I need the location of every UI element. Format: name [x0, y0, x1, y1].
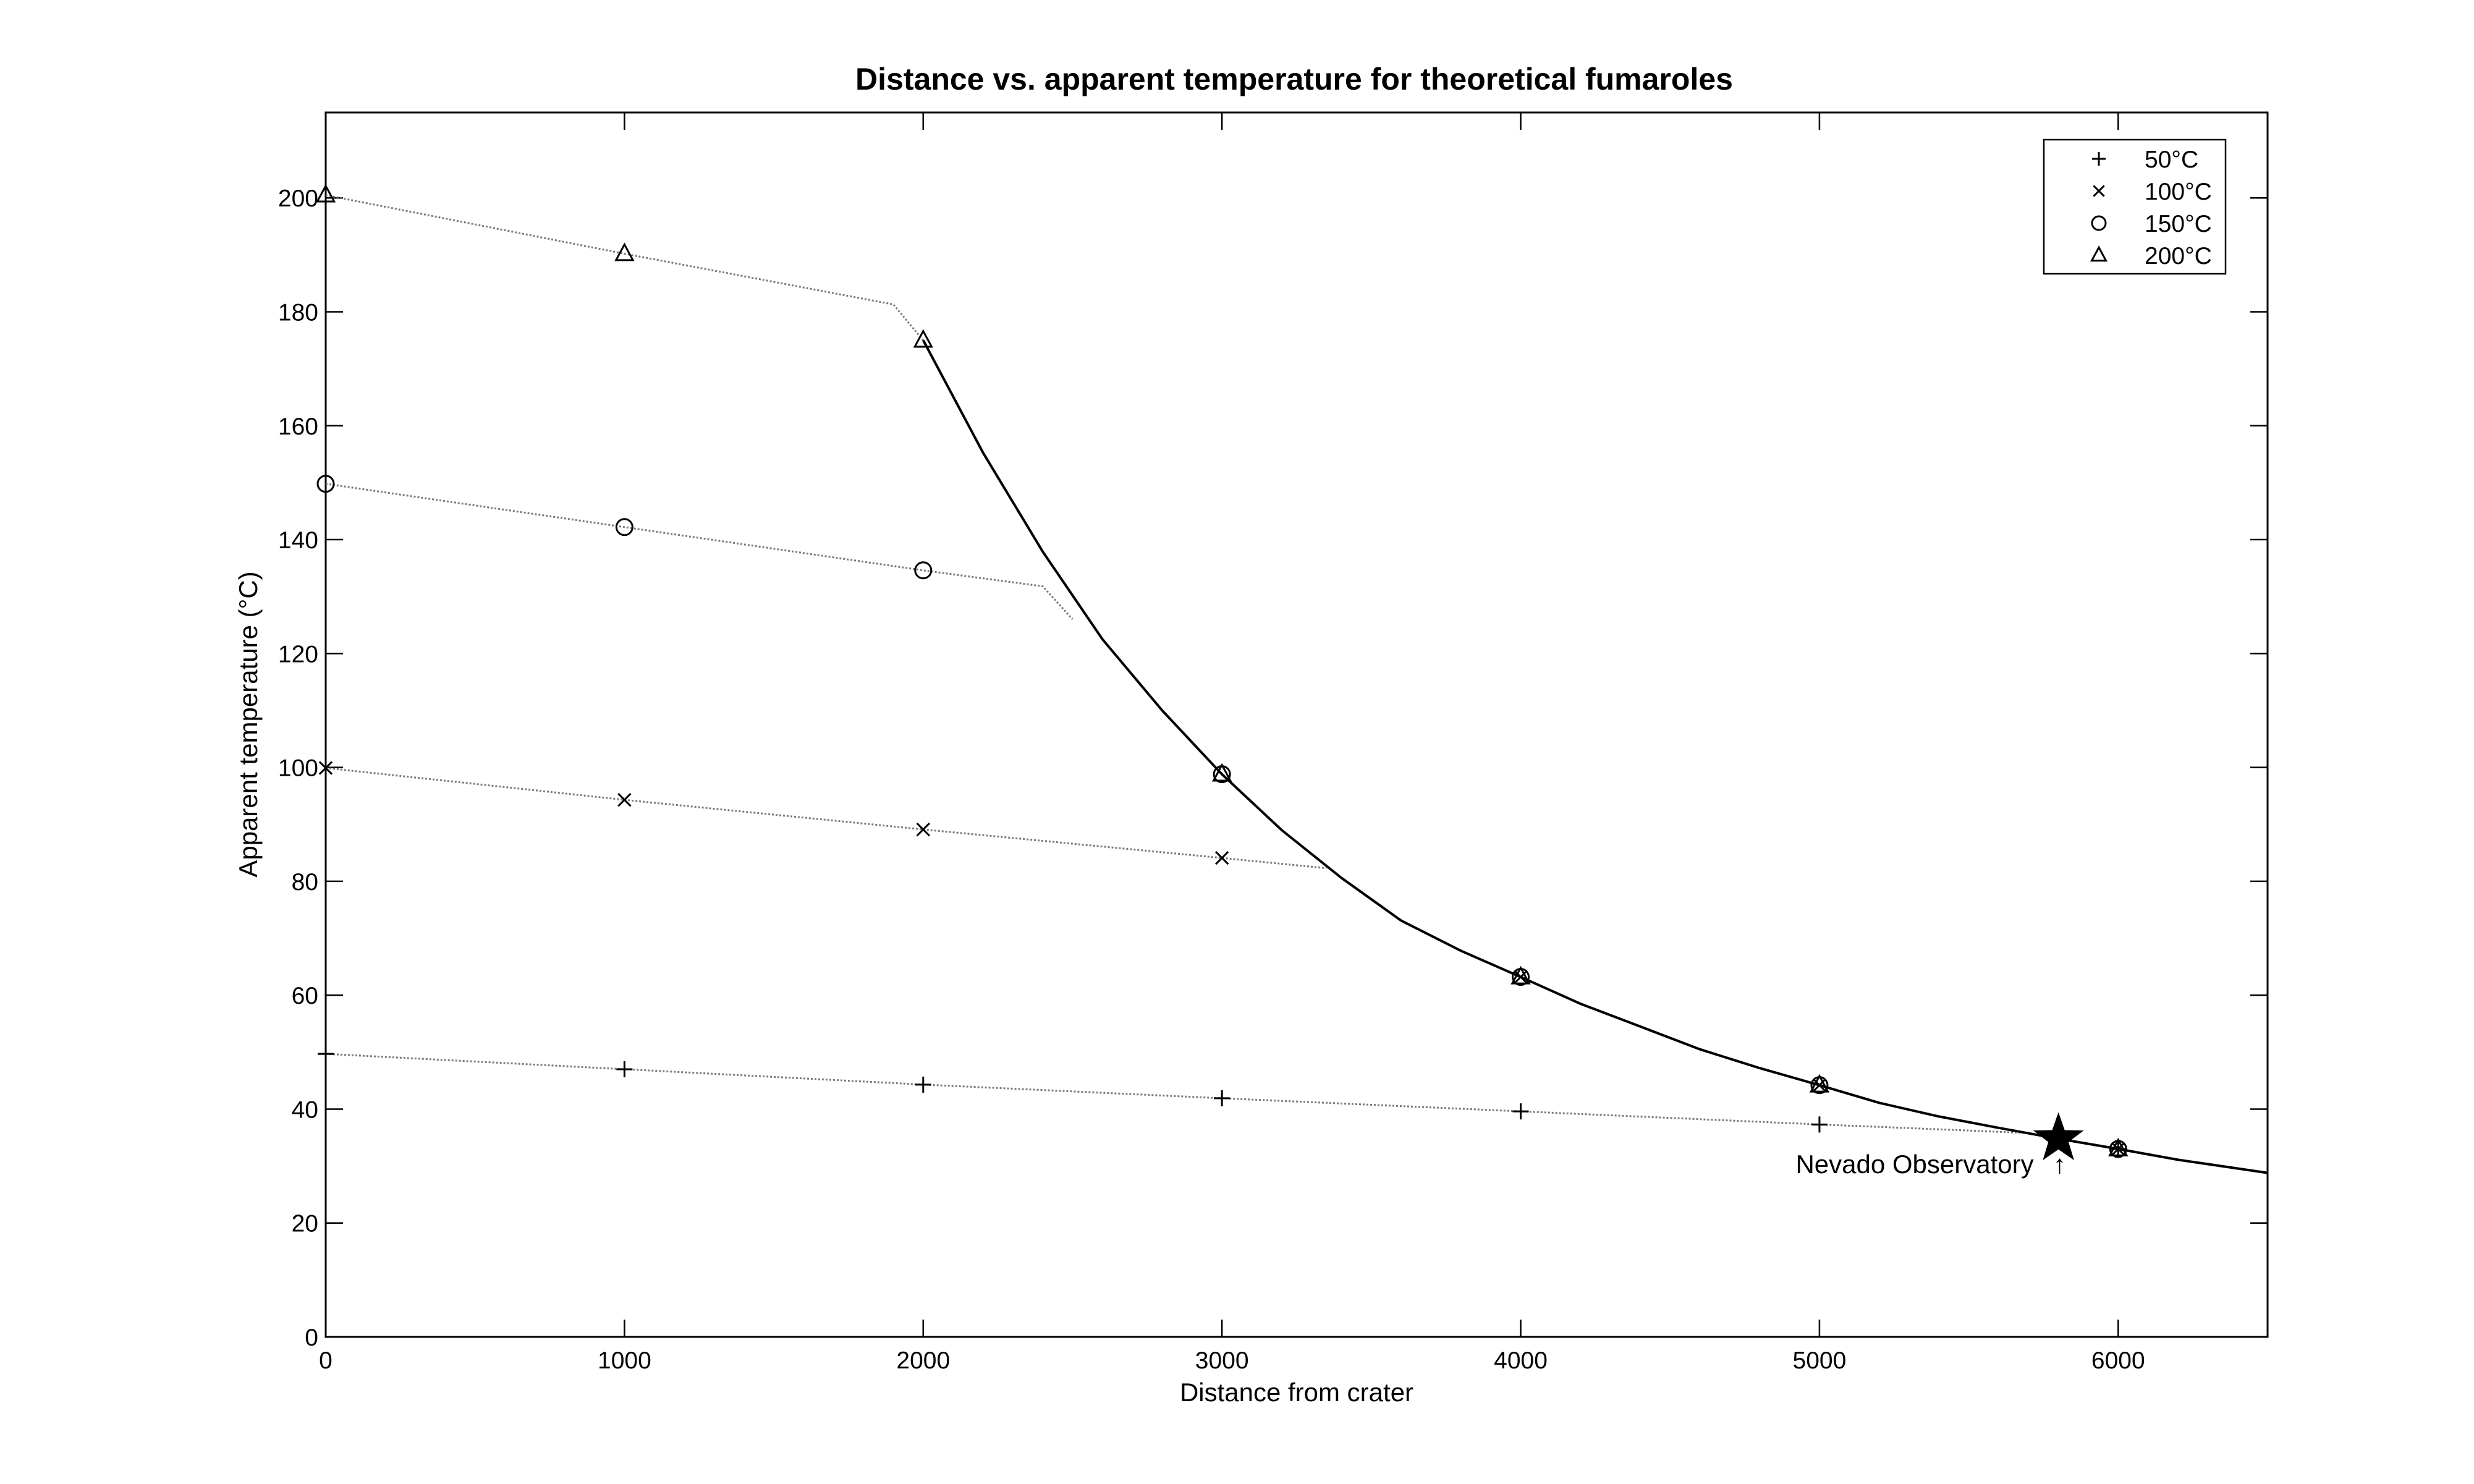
star-marker	[2033, 1112, 2084, 1161]
dotted-curve	[325, 767, 1327, 870]
axis-ticks	[324, 112, 2268, 1338]
data-markers	[315, 184, 2129, 1161]
triangle-marker	[2090, 245, 2108, 262]
legend-label: 200°C	[2145, 243, 2212, 269]
y-tick-label: 100	[278, 755, 318, 782]
plus-marker	[616, 1061, 633, 1077]
triangle-marker	[913, 329, 933, 348]
dotted-curve	[325, 194, 924, 341]
y-tick-label: 80	[292, 869, 318, 896]
legend-label: 100°C	[2145, 179, 2212, 205]
y-tick-label: 60	[292, 983, 318, 1009]
triangle-marker	[1211, 763, 1232, 782]
solid-curve	[922, 339, 2268, 1174]
y-tick-label: 160	[278, 413, 318, 440]
x-marker	[318, 761, 333, 775]
x-marker	[2111, 1142, 2125, 1156]
x-marker	[2093, 185, 2105, 197]
y-tick-label: 180	[278, 299, 318, 326]
legend: 50°C 100°C 150°C 200°C	[2043, 138, 2227, 275]
triangle-marker	[614, 242, 635, 261]
annotation: Nevado Observatory ↑	[1795, 1150, 2066, 1179]
x-tick-label: 1000	[598, 1347, 651, 1374]
x-tick-label: 6000	[2091, 1347, 2145, 1374]
y-tick-label: 120	[278, 641, 318, 668]
x-tick-label: 4000	[1494, 1347, 1548, 1374]
x-tick-label: 5000	[1793, 1347, 1847, 1374]
x-marker	[1214, 850, 1229, 865]
annotation-text: Nevado Observatory	[1795, 1150, 2033, 1179]
triangle-marker	[1510, 965, 1531, 985]
y-tick-label: 200	[278, 185, 318, 212]
x-tick-label: 3000	[1195, 1347, 1249, 1374]
y-tick-label: 140	[278, 527, 318, 554]
plus-marker	[1512, 1103, 1529, 1120]
y-tick-label: 20	[292, 1211, 318, 1237]
arrow-up-icon: ↑	[2053, 1150, 2066, 1179]
chart-title: Distance vs. apparent temperature for th…	[855, 62, 1733, 96]
x-tick-label: 0	[319, 1347, 333, 1374]
x-marker	[1514, 970, 1528, 984]
plus-marker	[2092, 152, 2106, 166]
plus-marker	[915, 1076, 931, 1093]
circle-marker	[2091, 215, 2107, 231]
plus-marker	[1811, 1116, 1828, 1133]
x-marker	[617, 792, 632, 807]
plus-marker	[318, 1046, 334, 1062]
tick-labels: 0 1000 2000 3000 4000 5000 6000 0 20 40 60 80 100 120…	[278, 185, 2145, 1374]
circle-marker	[615, 518, 633, 536]
plot-area	[324, 111, 2269, 1338]
circle-marker	[316, 475, 335, 493]
triangle-marker	[1809, 1074, 1830, 1093]
dotted-curve	[325, 483, 1074, 621]
triangle-marker	[2108, 1137, 2129, 1156]
legend-label: 50°C	[2145, 146, 2198, 173]
circle-marker	[914, 561, 933, 580]
legend-box	[2043, 138, 2227, 275]
y-tick-label: 40	[292, 1096, 318, 1123]
plus-marker	[1214, 1090, 1231, 1106]
x-axis-label: Distance from crater	[1180, 1378, 1413, 1407]
x-tick-label: 2000	[896, 1347, 950, 1374]
y-tick-label: 0	[305, 1325, 318, 1351]
triangle-marker	[315, 184, 336, 203]
y-axis-label: Apparent temperature (°C)	[234, 571, 263, 877]
x-marker	[916, 822, 930, 837]
legend-label: 150°C	[2145, 211, 2212, 237]
x-marker	[1812, 1078, 1827, 1092]
